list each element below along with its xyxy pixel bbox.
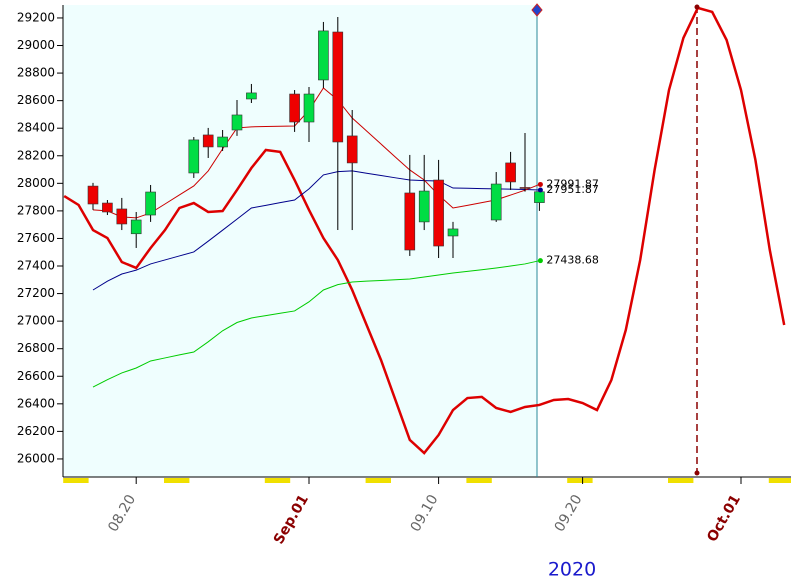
weekend-marker: [365, 478, 391, 483]
end-dot: [537, 187, 543, 193]
y-tick-label: 26800: [17, 341, 55, 355]
candle-body: [447, 228, 459, 237]
history-background: [63, 5, 537, 477]
candle-body: [217, 136, 228, 148]
end-dot: [537, 258, 543, 264]
y-tick-label: 27000: [17, 314, 55, 328]
y-tick-label: 28800: [17, 66, 55, 80]
weekend-marker: [567, 478, 593, 483]
y-tick-label: 27200: [17, 286, 55, 300]
y-tick-label: 27600: [17, 231, 55, 245]
end-value-label: 27438.68: [546, 254, 599, 267]
y-tick-label: 28600: [17, 93, 55, 107]
candle-body: [145, 191, 156, 216]
y-tick-label: 28000: [17, 176, 55, 190]
line-series: [92, 87, 540, 219]
candle-body: [87, 185, 99, 205]
candle-body: [418, 190, 430, 223]
weekend-marker: [164, 478, 190, 483]
line-series: [92, 260, 540, 388]
candle-body: [534, 191, 545, 203]
candle-body: [102, 202, 113, 213]
weekend-marker: [264, 478, 291, 483]
y-tick-label: 29200: [17, 10, 55, 24]
year-label: 2020: [548, 559, 596, 581]
candle-body: [519, 187, 531, 189]
candle-body: [116, 208, 128, 225]
today-marker: [531, 3, 543, 17]
x-tick-label: 09.10: [408, 492, 442, 535]
candle-body: [202, 134, 214, 148]
candle-body: [303, 93, 315, 123]
end-dot: [537, 181, 543, 187]
peak-marker: [694, 470, 700, 476]
line-series: [63, 6, 786, 455]
y-tick-label: 27800: [17, 203, 55, 217]
weekend-marker: [668, 478, 694, 483]
candle-body: [246, 92, 257, 100]
y-tick-label: 28400: [17, 121, 55, 135]
end-value-label: 27991.87: [546, 177, 599, 190]
candle-body: [505, 162, 516, 183]
y-tick-label: 29000: [17, 38, 55, 52]
candle-body: [404, 192, 416, 251]
candle-body: [433, 179, 444, 247]
candle-body: [318, 30, 329, 81]
weekend-marker: [466, 478, 492, 483]
candle-body: [130, 219, 142, 235]
candle-body: [188, 139, 200, 174]
x-tick-label: 08.20: [105, 492, 139, 535]
y-tick-label: 26600: [17, 369, 55, 383]
candle-body: [490, 183, 502, 221]
y-tick-label: 26000: [17, 451, 55, 465]
y-tick-label: 27400: [17, 259, 55, 273]
candle-body: [332, 31, 344, 143]
x-tick-label: Sep.01: [271, 492, 312, 547]
x-tick-label: Oct.01: [704, 492, 744, 545]
y-tick-label: 26200: [17, 424, 55, 438]
peak-marker: [694, 4, 700, 10]
candle-body: [346, 135, 358, 164]
line-series: [92, 170, 540, 291]
candle-body: [289, 93, 300, 123]
candle-body: [231, 114, 243, 131]
y-tick-label: 28200: [17, 148, 55, 162]
end-value-label: 27951.87: [546, 183, 599, 196]
y-tick-label: 26400: [17, 396, 55, 410]
weekend-marker: [768, 478, 791, 483]
x-tick-label: 09.20: [552, 492, 586, 535]
weekend-marker: [63, 478, 89, 483]
